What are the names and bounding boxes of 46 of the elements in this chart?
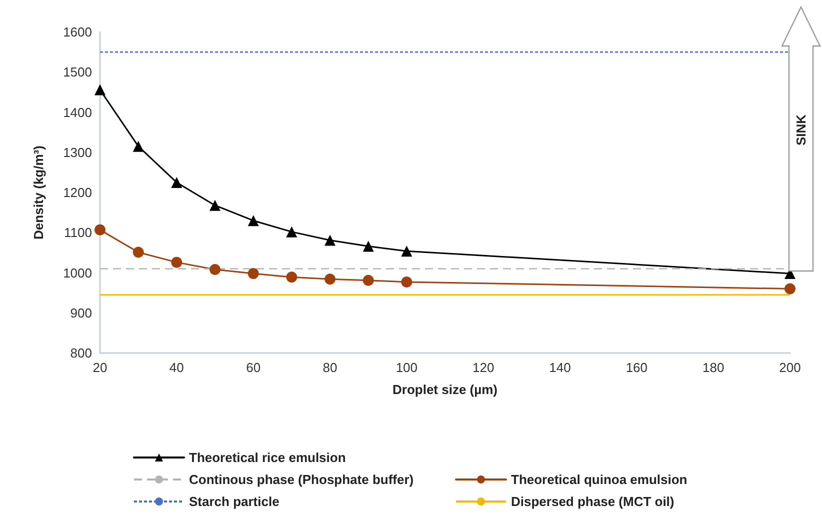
y-tick-label: 1600 (63, 24, 92, 40)
point (248, 215, 259, 226)
legend-label: Theoretical rice emulsion (189, 450, 346, 465)
point (401, 276, 412, 288)
point (132, 140, 144, 152)
point (286, 226, 298, 238)
y-tick-label: 1400 (63, 104, 92, 120)
point (171, 256, 182, 268)
point (362, 274, 374, 286)
point (94, 224, 106, 236)
y-tick-label: 800 (70, 346, 92, 360)
x-tick-label: 100 (396, 360, 418, 375)
point (210, 200, 220, 211)
y-axis-title: Density (kg/m³) (31, 146, 46, 240)
y-tick-label: 900 (70, 305, 92, 320)
point (362, 240, 374, 252)
point (248, 268, 259, 280)
x-tick-label: 60 (246, 360, 261, 375)
point (171, 176, 182, 188)
x-axis-title: Droplet size (µm) (392, 382, 498, 397)
x-tick-label: 80 (322, 360, 338, 375)
x-tick-label: 160 (626, 360, 648, 375)
y-tick-label: 1200 (63, 185, 92, 200)
x-tick-label: 120 (472, 360, 494, 375)
point (401, 246, 412, 257)
x-tick-label: 40 (169, 360, 184, 375)
point (132, 246, 144, 258)
x-tick-label: 180 (702, 360, 724, 375)
legend-label: Starch particle (189, 494, 280, 509)
point (286, 272, 298, 283)
legend-label: Dispersed phase (MCT oil) (511, 494, 674, 509)
y-tick-label: 1300 (63, 144, 92, 160)
point (210, 264, 220, 276)
x-tick-label: 200 (779, 360, 801, 375)
point (94, 84, 106, 96)
legend-label: Theoretical quinoa emulsion (511, 472, 688, 487)
y-tick-label: 1500 (63, 64, 92, 80)
point (324, 274, 336, 285)
point (324, 234, 336, 246)
point (784, 283, 796, 294)
text: SINK (794, 114, 808, 146)
x-tick-label: 140 (549, 360, 571, 375)
legend-label: Continous phase (Phosphate buffer) (189, 472, 414, 487)
y-tick-label: 1000 (63, 265, 92, 280)
x-tick-label: 20 (92, 360, 108, 375)
y-tick-label: 1100 (64, 225, 92, 240)
